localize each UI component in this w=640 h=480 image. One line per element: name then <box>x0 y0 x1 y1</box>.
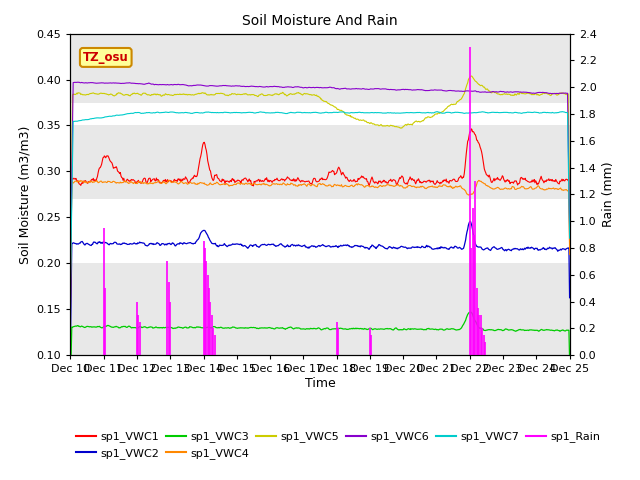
Bar <box>70 264 570 355</box>
Text: TZ_osu: TZ_osu <box>83 51 129 64</box>
X-axis label: Time: Time <box>305 377 335 390</box>
Bar <box>70 34 570 103</box>
Y-axis label: Soil Moisture (m3/m3): Soil Moisture (m3/m3) <box>18 125 31 264</box>
Bar <box>70 125 570 199</box>
Legend: sp1_VWC1, sp1_VWC2, sp1_VWC3, sp1_VWC4, sp1_VWC5, sp1_VWC6, sp1_VWC7, sp1_Rain: sp1_VWC1, sp1_VWC2, sp1_VWC3, sp1_VWC4, … <box>76 432 600 459</box>
Y-axis label: Rain (mm): Rain (mm) <box>602 162 615 227</box>
Title: Soil Moisture And Rain: Soil Moisture And Rain <box>242 14 398 28</box>
